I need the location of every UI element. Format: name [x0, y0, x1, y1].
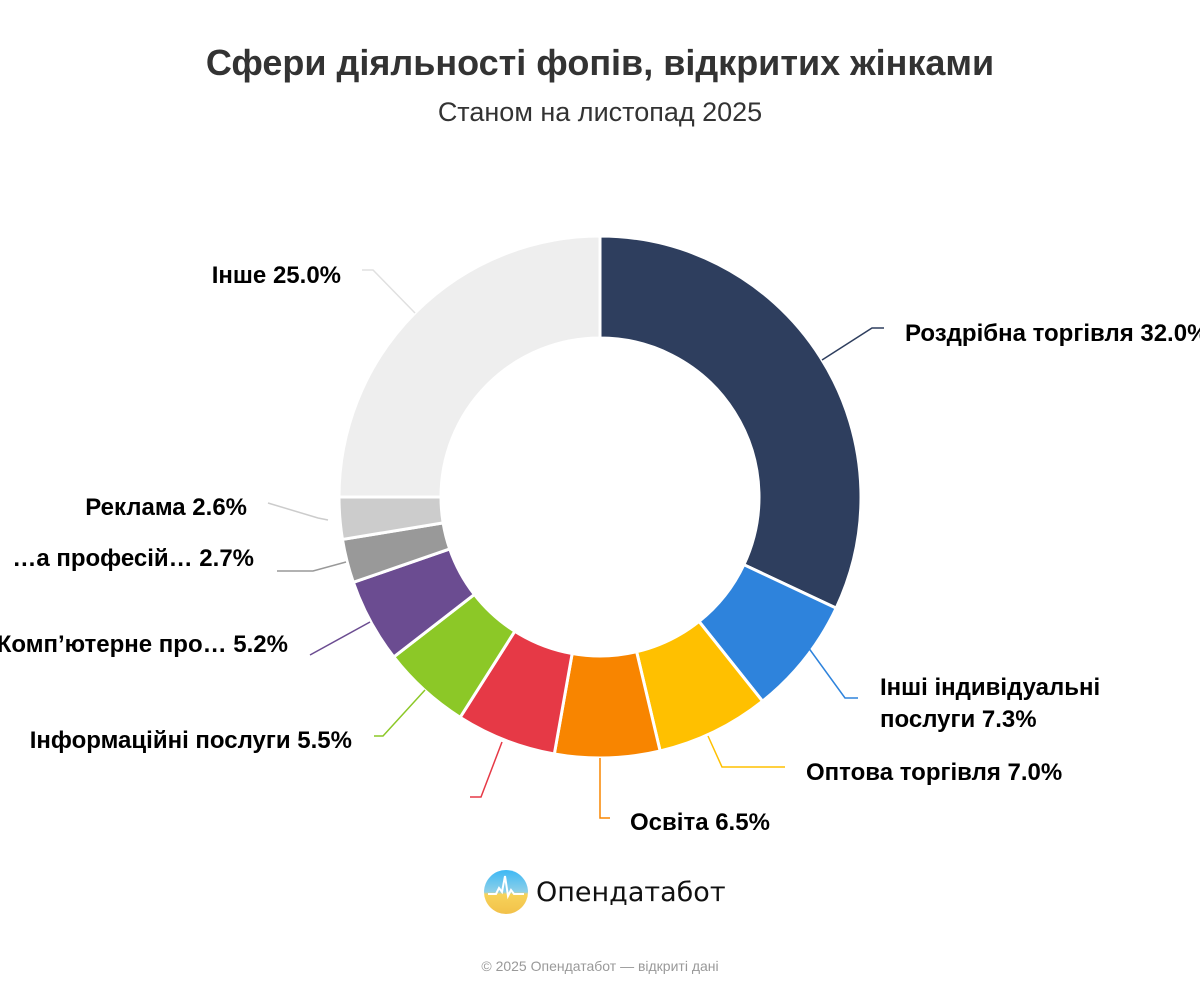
leader-line: [362, 269, 416, 314]
data-label: Роздрібна торгівля 32.0%: [905, 320, 1200, 347]
brand-logo: Опендатабот: [484, 870, 726, 914]
chart-subtitle: Станом на листопад 2025: [437, 97, 763, 127]
opendatabot-logo-icon: [484, 870, 528, 914]
leader-line: [799, 635, 858, 699]
brand-name: Опендатабот: [536, 876, 726, 908]
leader-line: [707, 735, 785, 768]
donut-slice[interactable]: [337, 234, 602, 499]
data-label: Інші індивідуальні: [880, 674, 1100, 701]
chart-title: Сфери діяльності фопів, відкритих жінкам…: [205, 42, 995, 83]
data-label: …а професій… 2.7%: [12, 545, 254, 572]
leader-line: [599, 758, 610, 819]
data-label: Оптова торгівля 7.0%: [806, 759, 1062, 786]
footer-copyright: © 2025 Опендатабот — відкриті дані: [481, 958, 719, 974]
donut-slice[interactable]: [598, 234, 863, 610]
data-label: Освіта 6.5%: [630, 809, 770, 836]
leader-line: [267, 502, 329, 521]
data-label: Реклама 2.6%: [85, 494, 247, 521]
leader-line: [374, 689, 426, 737]
leader-line: [821, 327, 884, 361]
leader-line: [470, 741, 503, 798]
data-label: Комп’ютерне про… 5.2%: [0, 631, 288, 658]
data-label: Інше 25.0%: [212, 262, 341, 289]
data-label: послуги 7.3%: [880, 706, 1037, 733]
leader-line: [309, 621, 371, 656]
leader-line: [277, 561, 347, 572]
data-label: Інформаційні послуги 5.5%: [30, 727, 352, 754]
